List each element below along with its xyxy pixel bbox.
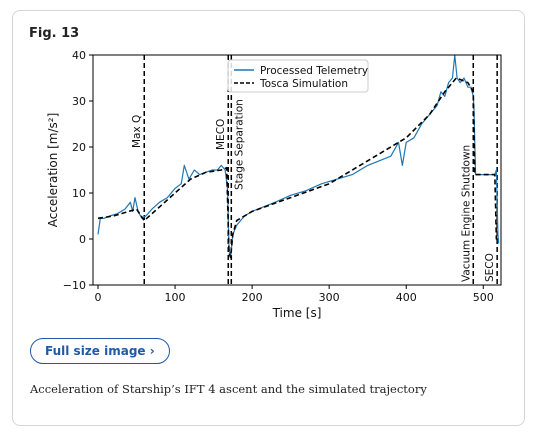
y-tick-label: −10 [63,279,86,292]
x-axis-label: Time [s] [272,306,322,320]
x-tick-label: 400 [396,291,417,304]
y-tick-label: 40 [72,49,86,62]
full-size-button[interactable]: Full size image › [30,338,170,364]
plot-frame [92,54,502,286]
x-tick-label: 200 [242,291,263,304]
y-tick-label: 0 [79,233,86,246]
figure-label: Fig. 13 [29,26,80,41]
x-tick-label: 300 [319,291,340,304]
event-label: MECO [215,119,227,150]
x-tick-label: 100 [165,291,186,304]
legend-label: Tosca Simulation [259,78,348,90]
y-tick-label: 30 [72,95,86,108]
series-line [97,54,500,258]
series-line [97,77,499,259]
event-label: Stage Separation [233,99,245,190]
legend-box [227,59,369,93]
event-label: Vacuum Engine Shutdown [460,145,472,282]
legend-label: Processed Telemetry [260,65,368,77]
figure-card [12,10,525,426]
y-axis-label: Acceleration [m/s²] [46,113,60,228]
x-tick-label: 500 [473,291,494,304]
y-tick-label: 20 [72,141,86,154]
x-tick-label: 0 [95,291,102,304]
event-label: Max Q [131,115,143,148]
y-tick-label: 10 [72,187,86,200]
event-label: SECO [484,253,496,282]
caption: Acceleration of Starship’s IFT 4 ascent … [30,382,427,396]
